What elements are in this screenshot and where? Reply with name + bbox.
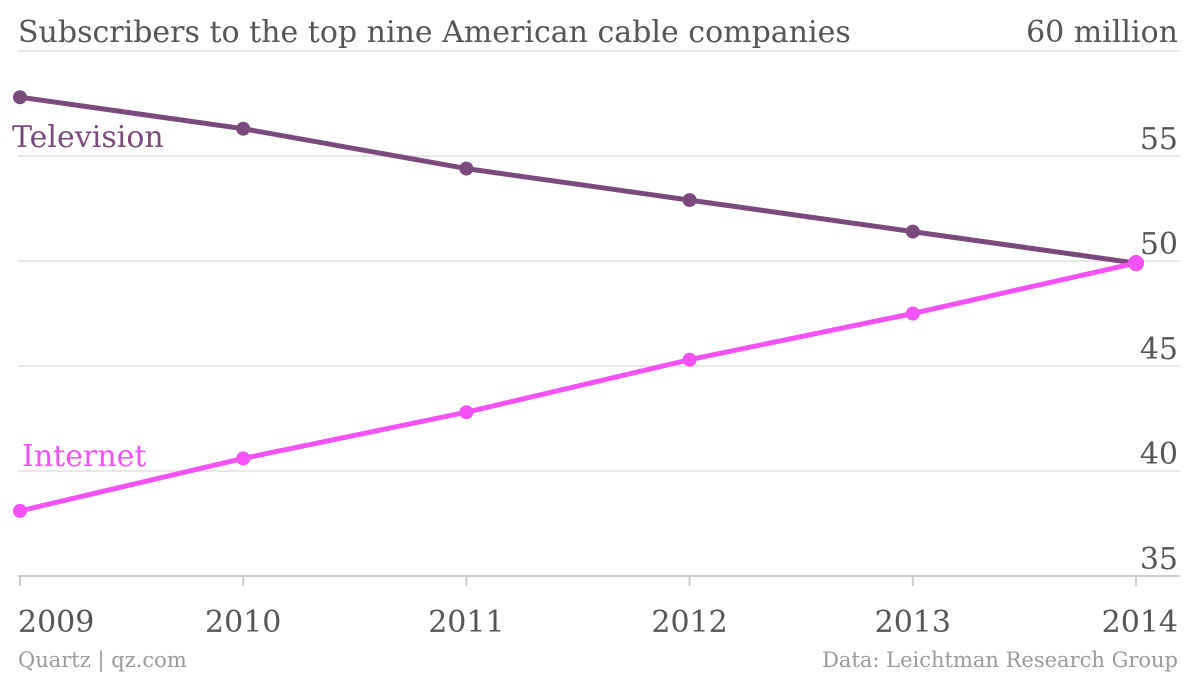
x-tick-label: 2010 (205, 605, 281, 640)
internet-point (682, 352, 697, 367)
television-line (17, 94, 1139, 266)
television-point (236, 121, 251, 136)
internet-label: Internet (22, 439, 146, 474)
internet-point (905, 306, 920, 321)
gridlines (18, 50, 1180, 472)
television-point (13, 90, 27, 105)
source-credit: Quartz | qz.com (18, 648, 187, 673)
y-tick-label: 55 (1140, 122, 1178, 157)
x-tick-label: 2013 (875, 605, 951, 640)
x-tick-label: 2012 (651, 605, 727, 640)
y-tick-label: 40 (1140, 437, 1178, 472)
series-labels: Television Internet (12, 120, 164, 474)
x-tick-label: 2011 (428, 605, 504, 640)
y-tick-label: 50 (1140, 227, 1178, 262)
television-point (682, 193, 697, 208)
internet-point (459, 405, 474, 420)
series-layer (13, 90, 1144, 518)
internet-line (17, 260, 1139, 514)
x-axis-tick-labels: 2009 2010 2011 2012 2013 2014 (18, 605, 1178, 640)
y-axis-tick-labels: 35 40 45 50 55 (1140, 122, 1178, 577)
internet-point (236, 451, 251, 466)
y-axis-unit-label: 60 million (1026, 15, 1178, 50)
data-source: Data: Leichtman Research Group (822, 648, 1178, 672)
television-label: Television (12, 120, 164, 155)
y-tick-label: 35 (1140, 542, 1178, 577)
x-tick-label: 2009 (18, 605, 94, 640)
internet-point (13, 503, 27, 518)
internet-point (1128, 255, 1144, 272)
television-point (459, 161, 474, 176)
y-tick-label: 45 (1140, 332, 1178, 367)
x-axis-ticks (19, 576, 1137, 586)
x-tick-label: 2014 (1102, 605, 1178, 640)
chart-title: Subscribers to the top nine American cab… (18, 15, 851, 50)
television-point (905, 224, 920, 239)
